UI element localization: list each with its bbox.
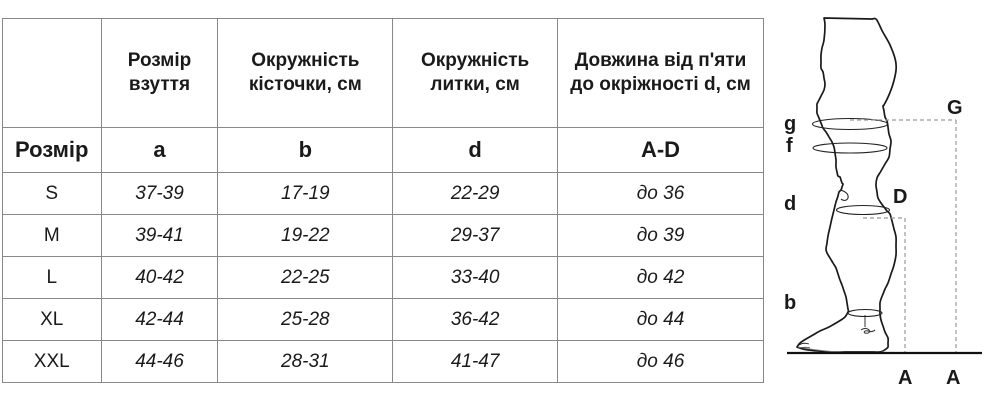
svg-text:f: f: [786, 135, 793, 157]
svg-text:g: g: [784, 113, 796, 135]
svg-text:G: G: [947, 97, 963, 119]
svg-text:A: A: [946, 367, 960, 389]
svg-text:d: d: [784, 193, 796, 215]
svg-text:D: D: [893, 186, 907, 208]
svg-text:b: b: [784, 292, 796, 314]
svg-text:A: A: [898, 367, 912, 389]
